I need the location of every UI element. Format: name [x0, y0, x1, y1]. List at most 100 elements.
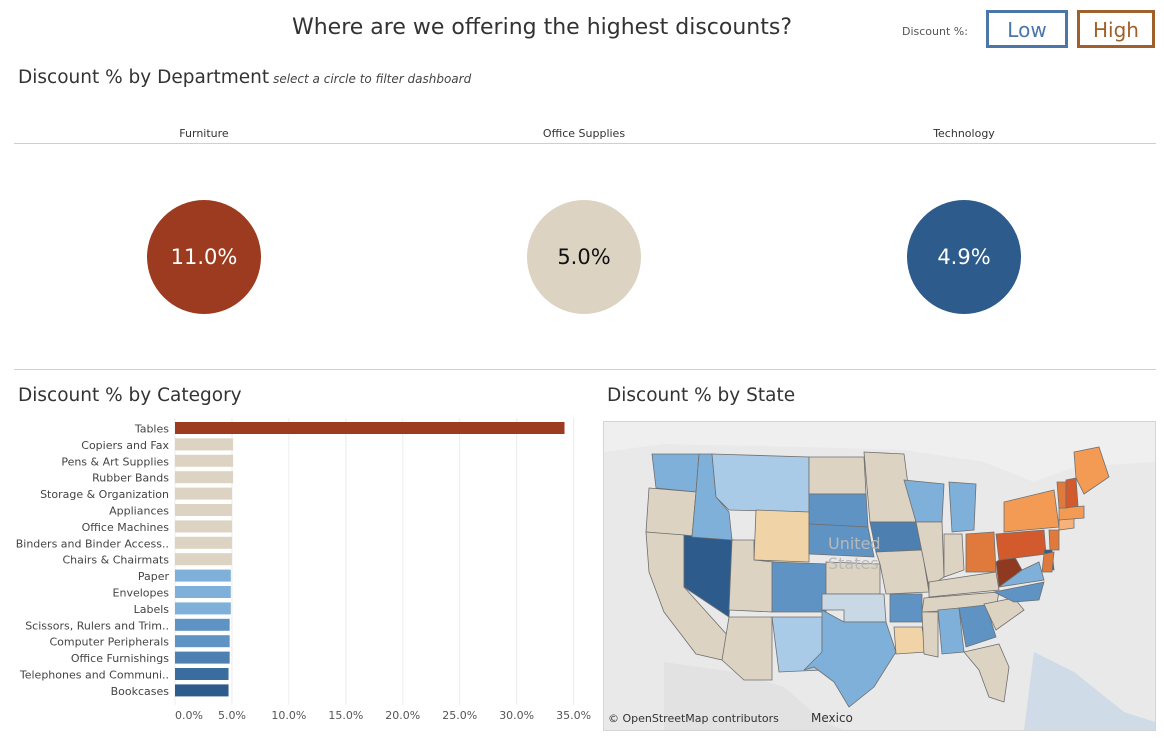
dept-circle-technology[interactable]: 4.9% — [907, 200, 1021, 314]
category-section-title: Discount % by Category — [18, 385, 242, 406]
state-arizona[interactable] — [721, 616, 773, 681]
state-virginia[interactable] — [998, 561, 1045, 588]
mexico-region — [664, 662, 844, 730]
department-hint: select a circle to filter dashboard — [273, 72, 472, 86]
low-discount-button[interactable]: Low — [986, 10, 1068, 48]
category-bar[interactable] — [175, 602, 231, 615]
category-label: Envelopes — [113, 587, 170, 600]
high-discount-button[interactable]: High — [1077, 10, 1155, 48]
dept-value-office-supplies: 5.0% — [557, 245, 611, 269]
category-label: Labels — [134, 603, 170, 616]
state-georgia[interactable] — [958, 604, 997, 648]
state-wyoming[interactable] — [753, 509, 810, 563]
x-tick-label: 10.0% — [271, 709, 306, 722]
state-section-title: Discount % by State — [607, 385, 796, 406]
state-ohio[interactable] — [965, 531, 997, 573]
dept-header-technology: Technology — [933, 127, 995, 140]
gulf-water — [1024, 652, 1155, 730]
department-section-title: Discount % by Department select a circle … — [18, 67, 471, 88]
state-south-dakota[interactable] — [808, 493, 869, 528]
map-credit: © OpenStreetMap contributors — [608, 712, 779, 725]
category-bar[interactable] — [175, 471, 234, 484]
country-label-us-1: United — [828, 534, 881, 553]
state-arkansas[interactable] — [889, 593, 923, 623]
department-title: Discount % by Department — [18, 67, 270, 88]
category-label: Scissors, Rulers and Trim.. — [25, 619, 169, 632]
state-texas[interactable] — [803, 609, 897, 708]
state-indiana[interactable] — [943, 533, 965, 578]
category-label: Copiers and Fax — [81, 439, 169, 452]
state-colorado[interactable] — [771, 561, 830, 613]
category-bar[interactable] — [175, 569, 231, 582]
category-bar[interactable] — [175, 553, 232, 566]
discount-legend-label: Discount %: — [902, 25, 968, 38]
category-bar[interactable] — [175, 651, 230, 664]
state-nebraska[interactable] — [808, 523, 875, 558]
category-label: Appliances — [109, 505, 169, 518]
state-washington[interactable] — [651, 453, 700, 493]
state-oregon[interactable] — [645, 487, 697, 538]
dept-value-technology: 4.9% — [937, 245, 991, 269]
category-bar[interactable] — [175, 618, 230, 631]
x-tick-label: 35.0% — [556, 709, 591, 722]
dept-circle-furniture[interactable]: 11.0% — [147, 200, 261, 314]
category-label: Paper — [138, 570, 170, 583]
state-kentucky[interactable] — [928, 571, 1000, 598]
category-label: Office Furnishings — [71, 652, 169, 665]
category-bar[interactable] — [175, 536, 232, 549]
state-south-carolina[interactable] — [983, 597, 1025, 631]
state-michigan[interactable] — [948, 481, 977, 533]
dept-header-divider — [14, 143, 1156, 144]
category-label: Binders and Binder Access.. — [16, 537, 169, 550]
x-tick-label: 30.0% — [499, 709, 534, 722]
dept-value-furniture: 11.0% — [170, 245, 238, 269]
state-map-canvas: United States Mexico — [604, 422, 1155, 730]
category-label: Office Machines — [82, 521, 170, 534]
country-label-mexico: Mexico — [811, 711, 853, 725]
page-title: Where are we offering the highest discou… — [291, 15, 793, 40]
category-label: Chairs & Chairmats — [62, 554, 169, 567]
category-bar[interactable] — [175, 635, 230, 648]
state-louisiana[interactable] — [893, 626, 927, 655]
category-bar[interactable] — [175, 454, 234, 467]
category-label: Pens & Art Supplies — [61, 455, 169, 468]
category-label: Telephones and Communi.. — [19, 669, 169, 682]
dept-header-furniture: Furniture — [179, 127, 229, 140]
state-montana[interactable] — [711, 453, 810, 513]
state-vermont[interactable] — [1056, 481, 1067, 509]
category-bar[interactable] — [175, 438, 234, 451]
category-bar[interactable] — [175, 668, 229, 680]
category-bar[interactable] — [175, 520, 232, 533]
state-mississippi[interactable] — [921, 611, 939, 658]
x-tick-label: 15.0% — [328, 709, 363, 722]
category-label: Storage & Organization — [40, 488, 169, 501]
category-label: Bookcases — [111, 685, 170, 698]
category-label: Rubber Bands — [92, 472, 169, 485]
state-florida[interactable] — [963, 643, 1010, 703]
dept-header-office-supplies: Office Supplies — [542, 127, 626, 140]
category-bar[interactable] — [175, 504, 232, 516]
state-new-jersey[interactable] — [1048, 529, 1060, 551]
x-tick-label: 20.0% — [385, 709, 420, 722]
dept-circle-office-supplies[interactable]: 5.0% — [527, 200, 641, 314]
category-bar[interactable] — [175, 422, 565, 434]
x-tick-label: 0.0% — [175, 709, 203, 722]
category-bar-chart: 0.0% 5.0% 10.0% 15.0% 20.0% 25.0% 30.0% 35.0% Ta… — [16, 418, 591, 722]
category-bar[interactable] — [175, 586, 231, 598]
canada-region — [604, 422, 1155, 482]
state-new-hampshire[interactable] — [1065, 477, 1079, 509]
category-bar[interactable] — [175, 487, 232, 500]
section-divider — [14, 369, 1156, 370]
state-maryland[interactable] — [1041, 551, 1055, 573]
state-missouri[interactable] — [875, 549, 930, 595]
state-north-dakota[interactable] — [808, 456, 867, 495]
x-tick-label: 25.0% — [442, 709, 477, 722]
state-map[interactable]: United States Mexico — [603, 421, 1156, 731]
country-label-us-2: States — [828, 554, 879, 573]
state-maine[interactable] — [1073, 446, 1110, 495]
state-north-carolina[interactable] — [992, 581, 1045, 603]
x-tick-label: 5.0% — [218, 709, 246, 722]
category-bar[interactable] — [175, 684, 229, 697]
category-label: Tables — [134, 423, 169, 436]
category-label: Computer Peripherals — [49, 636, 169, 649]
